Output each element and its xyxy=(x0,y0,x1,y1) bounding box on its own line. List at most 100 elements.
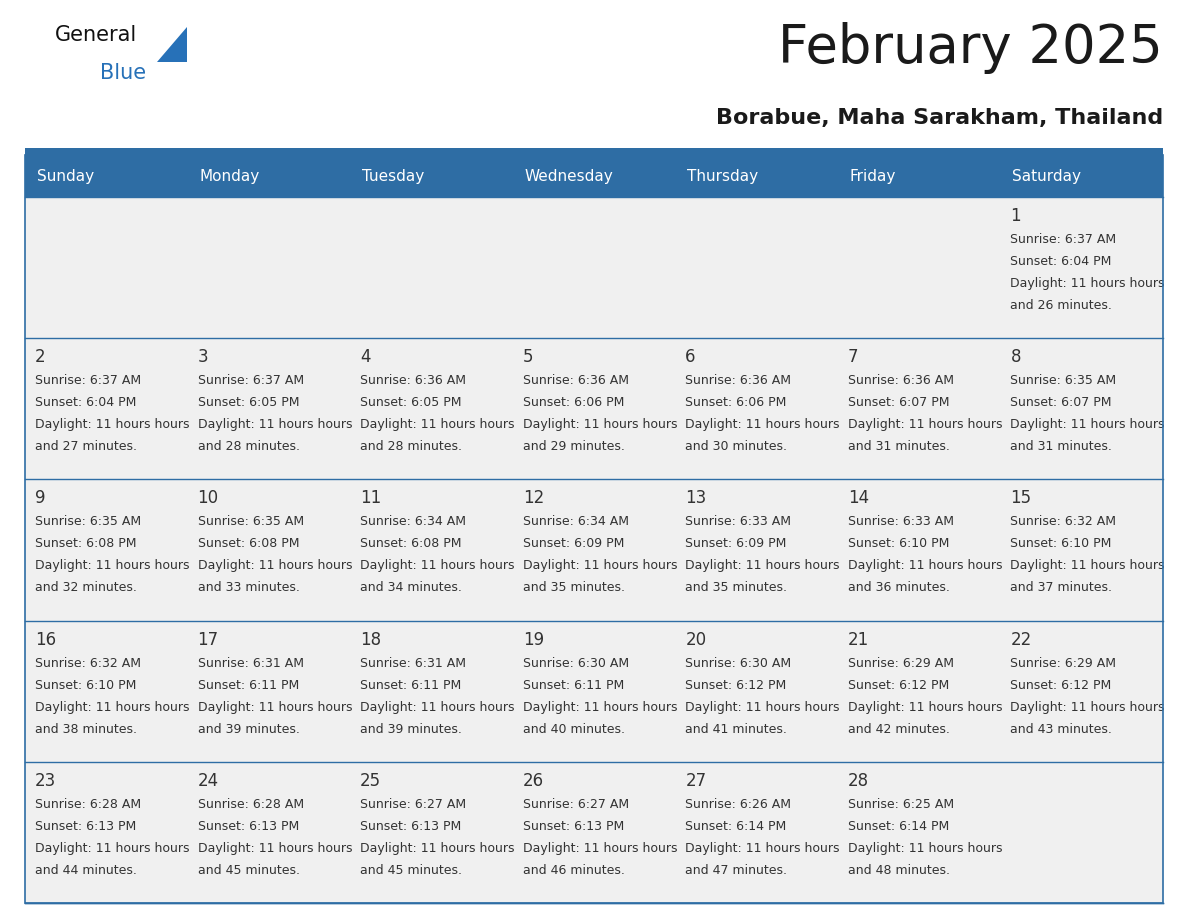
Bar xyxy=(188,621,350,762)
Text: and 34 minutes.: and 34 minutes. xyxy=(360,581,462,594)
Bar xyxy=(838,338,1000,479)
Text: Blue: Blue xyxy=(100,63,146,83)
Bar xyxy=(1000,479,1163,621)
Bar xyxy=(838,479,1000,621)
Text: 14: 14 xyxy=(848,489,868,508)
Bar xyxy=(675,338,838,479)
Text: Sunrise: 6:35 AM: Sunrise: 6:35 AM xyxy=(1011,375,1117,387)
Text: 10: 10 xyxy=(197,489,219,508)
Text: 20: 20 xyxy=(685,631,707,649)
Text: Sunset: 6:05 PM: Sunset: 6:05 PM xyxy=(360,397,462,409)
Text: Sunrise: 6:35 AM: Sunrise: 6:35 AM xyxy=(34,515,141,529)
Text: Sunset: 6:13 PM: Sunset: 6:13 PM xyxy=(34,820,137,833)
Text: Daylight: 11 hours hours: Daylight: 11 hours hours xyxy=(360,700,514,713)
Bar xyxy=(350,621,513,762)
Text: 27: 27 xyxy=(685,772,707,789)
Text: Daylight: 11 hours hours: Daylight: 11 hours hours xyxy=(1011,700,1165,713)
Text: 13: 13 xyxy=(685,489,707,508)
Bar xyxy=(350,479,513,621)
Text: Tuesday: Tuesday xyxy=(362,169,424,184)
Bar xyxy=(1000,338,1163,479)
Text: Thursday: Thursday xyxy=(688,169,758,184)
Text: Sunset: 6:04 PM: Sunset: 6:04 PM xyxy=(34,397,137,409)
Bar xyxy=(675,621,838,762)
Text: 21: 21 xyxy=(848,631,870,649)
Text: 9: 9 xyxy=(34,489,45,508)
Text: Sunset: 6:07 PM: Sunset: 6:07 PM xyxy=(848,397,949,409)
Text: Sunset: 6:11 PM: Sunset: 6:11 PM xyxy=(523,678,624,691)
Text: Sunset: 6:14 PM: Sunset: 6:14 PM xyxy=(848,820,949,833)
Text: Sunrise: 6:33 AM: Sunrise: 6:33 AM xyxy=(848,515,954,529)
Text: Saturday: Saturday xyxy=(1012,169,1081,184)
Text: Monday: Monday xyxy=(200,169,260,184)
Text: Daylight: 11 hours hours: Daylight: 11 hours hours xyxy=(1011,559,1165,573)
Text: Sunrise: 6:36 AM: Sunrise: 6:36 AM xyxy=(685,375,791,387)
Text: Sunset: 6:11 PM: Sunset: 6:11 PM xyxy=(360,678,461,691)
Text: Sunset: 6:13 PM: Sunset: 6:13 PM xyxy=(523,820,624,833)
Text: Daylight: 11 hours hours: Daylight: 11 hours hours xyxy=(1011,277,1165,290)
Text: and 28 minutes.: and 28 minutes. xyxy=(197,441,299,453)
Bar xyxy=(188,479,350,621)
Bar xyxy=(838,621,1000,762)
Text: Daylight: 11 hours hours: Daylight: 11 hours hours xyxy=(197,700,352,713)
Bar xyxy=(513,762,675,903)
Polygon shape xyxy=(157,27,187,62)
Text: Sunrise: 6:31 AM: Sunrise: 6:31 AM xyxy=(360,656,466,669)
Text: Sunrise: 6:37 AM: Sunrise: 6:37 AM xyxy=(1011,233,1117,246)
Text: 7: 7 xyxy=(848,348,859,366)
Bar xyxy=(1000,621,1163,762)
Text: Daylight: 11 hours hours: Daylight: 11 hours hours xyxy=(848,700,1003,713)
Text: Daylight: 11 hours hours: Daylight: 11 hours hours xyxy=(34,419,190,431)
Text: Daylight: 11 hours hours: Daylight: 11 hours hours xyxy=(685,700,840,713)
Text: February 2025: February 2025 xyxy=(778,22,1163,74)
Text: and 30 minutes.: and 30 minutes. xyxy=(685,441,788,453)
Text: 15: 15 xyxy=(1011,489,1031,508)
Bar xyxy=(25,338,188,479)
Text: Sunrise: 6:36 AM: Sunrise: 6:36 AM xyxy=(360,375,466,387)
Text: Sunrise: 6:32 AM: Sunrise: 6:32 AM xyxy=(34,656,141,669)
Bar xyxy=(513,479,675,621)
Text: Daylight: 11 hours hours: Daylight: 11 hours hours xyxy=(848,419,1003,431)
Text: 6: 6 xyxy=(685,348,696,366)
Bar xyxy=(350,197,513,338)
Text: and 32 minutes.: and 32 minutes. xyxy=(34,581,137,594)
Text: Daylight: 11 hours hours: Daylight: 11 hours hours xyxy=(34,559,190,573)
Text: Daylight: 11 hours hours: Daylight: 11 hours hours xyxy=(523,419,677,431)
Text: and 37 minutes.: and 37 minutes. xyxy=(1011,581,1112,594)
Text: Daylight: 11 hours hours: Daylight: 11 hours hours xyxy=(34,700,190,713)
Text: Daylight: 11 hours hours: Daylight: 11 hours hours xyxy=(523,700,677,713)
Text: Daylight: 11 hours hours: Daylight: 11 hours hours xyxy=(523,842,677,855)
Bar xyxy=(838,762,1000,903)
Text: Daylight: 11 hours hours: Daylight: 11 hours hours xyxy=(1011,419,1165,431)
Text: Sunrise: 6:33 AM: Sunrise: 6:33 AM xyxy=(685,515,791,529)
Text: and 36 minutes.: and 36 minutes. xyxy=(848,581,949,594)
Text: Sunset: 6:09 PM: Sunset: 6:09 PM xyxy=(523,537,624,551)
Text: Sunset: 6:08 PM: Sunset: 6:08 PM xyxy=(197,537,299,551)
Text: 19: 19 xyxy=(523,631,544,649)
Bar xyxy=(1000,197,1163,338)
Bar xyxy=(513,621,675,762)
Text: 22: 22 xyxy=(1011,631,1031,649)
Text: 12: 12 xyxy=(523,489,544,508)
Text: 1: 1 xyxy=(1011,207,1020,225)
Text: and 44 minutes.: and 44 minutes. xyxy=(34,864,137,877)
Text: Sunrise: 6:28 AM: Sunrise: 6:28 AM xyxy=(34,798,141,811)
Text: Sunset: 6:12 PM: Sunset: 6:12 PM xyxy=(848,678,949,691)
Text: Daylight: 11 hours hours: Daylight: 11 hours hours xyxy=(685,559,840,573)
Text: and 29 minutes.: and 29 minutes. xyxy=(523,441,625,453)
Text: and 39 minutes.: and 39 minutes. xyxy=(360,722,462,735)
Text: Sunrise: 6:35 AM: Sunrise: 6:35 AM xyxy=(197,515,304,529)
Text: and 31 minutes.: and 31 minutes. xyxy=(848,441,949,453)
Text: Sunset: 6:10 PM: Sunset: 6:10 PM xyxy=(34,678,137,691)
Text: and 35 minutes.: and 35 minutes. xyxy=(685,581,788,594)
Text: and 43 minutes.: and 43 minutes. xyxy=(1011,722,1112,735)
Text: Daylight: 11 hours hours: Daylight: 11 hours hours xyxy=(197,419,352,431)
Text: Sunrise: 6:30 AM: Sunrise: 6:30 AM xyxy=(685,656,791,669)
Text: Borabue, Maha Sarakham, Thailand: Borabue, Maha Sarakham, Thailand xyxy=(715,108,1163,128)
Bar xyxy=(25,148,1163,155)
Text: and 28 minutes.: and 28 minutes. xyxy=(360,441,462,453)
Text: Sunset: 6:05 PM: Sunset: 6:05 PM xyxy=(197,397,299,409)
Text: Daylight: 11 hours hours: Daylight: 11 hours hours xyxy=(360,842,514,855)
Text: Sunrise: 6:34 AM: Sunrise: 6:34 AM xyxy=(360,515,466,529)
Text: Daylight: 11 hours hours: Daylight: 11 hours hours xyxy=(523,559,677,573)
